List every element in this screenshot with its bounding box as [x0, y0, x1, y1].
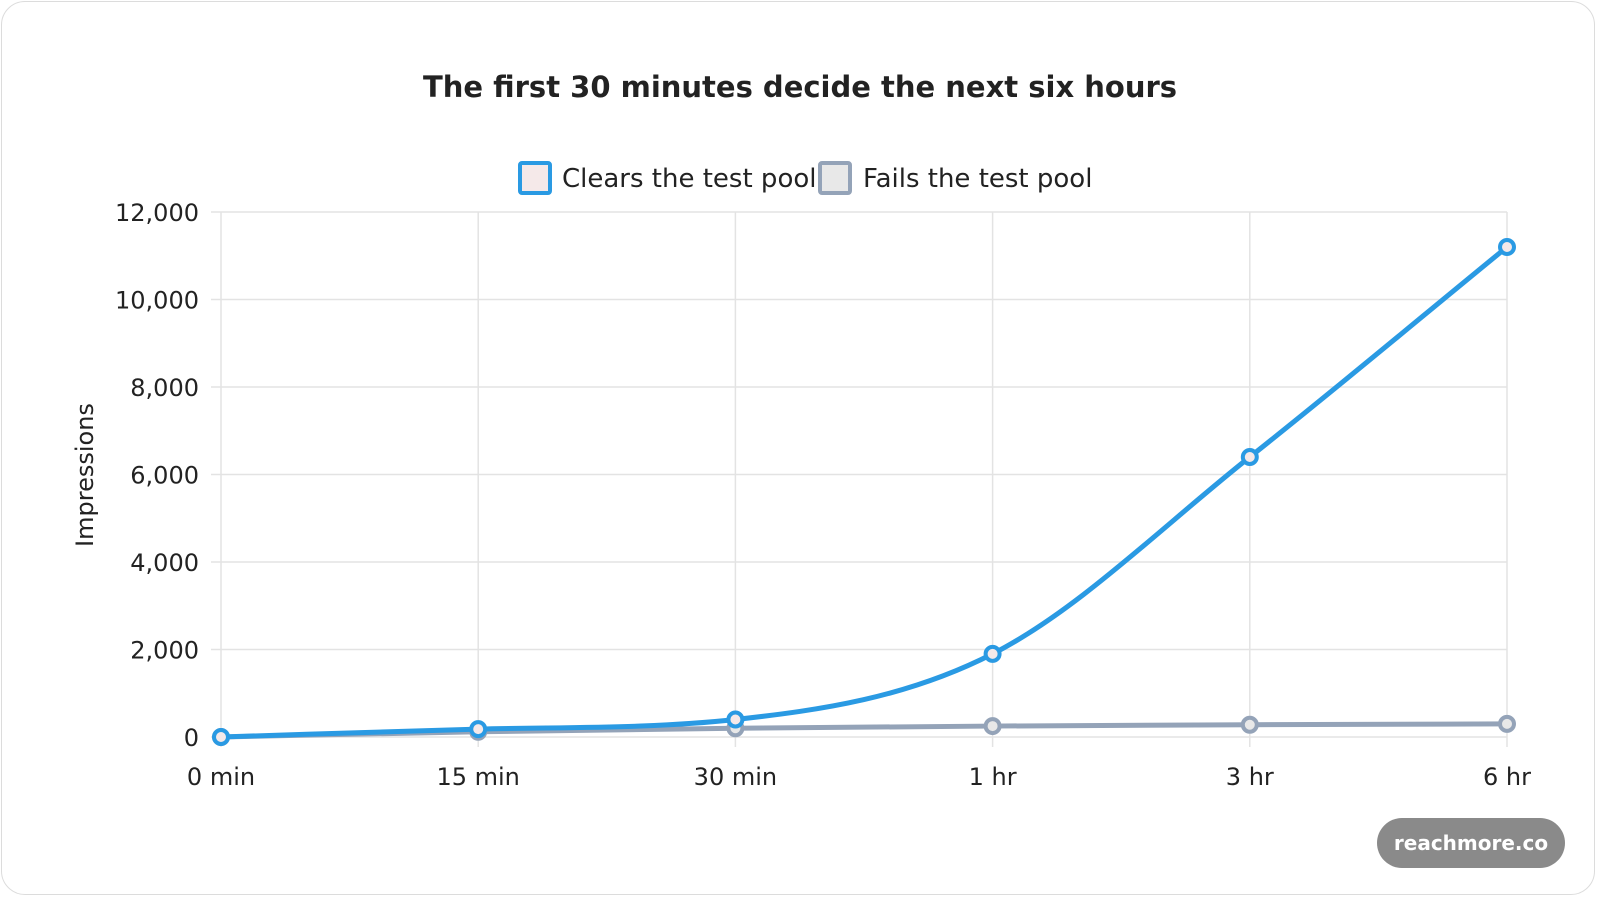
y-tick-label: 0: [184, 724, 199, 752]
series-line-clears: [218, 244, 1510, 740]
series-clears: [212, 238, 1516, 746]
y-tick-label: 2,000: [130, 637, 199, 665]
y-tick-label: 12,000: [115, 199, 199, 227]
series-group: [212, 238, 1516, 746]
legend-label-clears: Clears the test pool: [562, 164, 816, 194]
y-tick-label: 6,000: [130, 462, 199, 490]
x-tick-label: 0 min: [187, 763, 255, 791]
y-axis-ticks: 0 2,000 4,000 6,000 8,000 10,000 12,000: [115, 199, 199, 752]
legend-item-clears[interactable]: Clears the test pool: [518, 161, 816, 195]
data-point-clears[interactable]: [212, 728, 230, 746]
y-tick-label: 10,000: [115, 287, 199, 315]
data-point-fails[interactable]: [983, 717, 1002, 736]
data-point-fails[interactable]: [1498, 714, 1516, 733]
x-tick-label: 15 min: [436, 763, 519, 791]
x-tick-label: 3 hr: [1226, 763, 1274, 791]
y-axis-title: Impressions: [71, 403, 99, 547]
data-point-clears[interactable]: [983, 644, 1002, 663]
gridlines: [211, 211, 1508, 747]
y-tick-label: 4,000: [130, 549, 199, 577]
data-point-clears[interactable]: [1498, 238, 1516, 256]
watermark-badge: reachmore.co: [1377, 818, 1565, 868]
data-point-clears[interactable]: [1240, 448, 1259, 466]
x-axis-ticks: 0 min 15 min 30 min 1 hr 3 hr 6 hr: [187, 763, 1531, 791]
legend[interactable]: Clears the test pool Fails the test pool: [518, 161, 1092, 195]
legend-swatch-fails: [818, 161, 852, 195]
legend-swatch-clears: [518, 161, 552, 195]
chart-title: The first 30 minutes decide the next six…: [423, 70, 1177, 104]
data-point-clears[interactable]: [469, 720, 488, 739]
y-tick-label: 8,000: [130, 374, 199, 402]
data-point-fails[interactable]: [1240, 715, 1259, 734]
x-tick-label: 30 min: [694, 763, 777, 791]
x-tick-label: 1 hr: [969, 763, 1017, 791]
legend-label-fails: Fails the test pool: [863, 164, 1092, 194]
x-tick-label: 6 hr: [1483, 763, 1531, 791]
legend-item-fails[interactable]: Fails the test pool: [818, 161, 1092, 195]
data-point-clears[interactable]: [726, 710, 745, 729]
